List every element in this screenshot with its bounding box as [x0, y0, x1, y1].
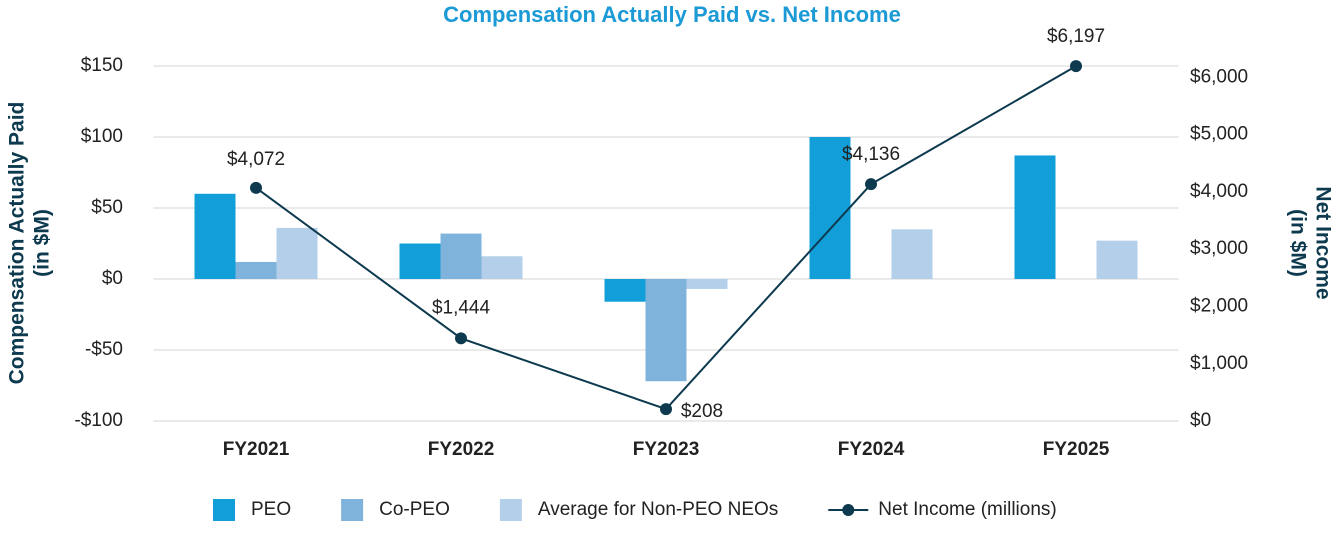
y-tick-label: $100	[81, 126, 123, 147]
bar	[686, 279, 728, 289]
legend-item: Average for Non-PEO NEOs	[499, 499, 778, 521]
y-tick-label: -$100	[74, 410, 123, 431]
bar	[604, 279, 646, 302]
legend-swatch	[499, 499, 522, 521]
legend-label: Average for Non-PEO NEOs	[538, 499, 778, 520]
y2-tick-label: $5,000	[1190, 124, 1248, 145]
x-tick-label: FY2022	[428, 439, 495, 460]
y2-axis-title: Net Income(in $M)	[1287, 186, 1335, 299]
bar	[440, 233, 482, 279]
bar	[399, 243, 441, 279]
x-tick-label: FY2021	[223, 439, 290, 460]
data-label: $208	[681, 401, 723, 422]
y2-tick-label: $1,000	[1190, 353, 1248, 374]
legend-item: Co-PEO	[341, 499, 450, 521]
bar	[1014, 155, 1056, 279]
data-label: $1,444	[432, 297, 491, 318]
legend-swatch	[213, 499, 235, 521]
line-point	[1070, 60, 1082, 73]
x-tick-label: FY2025	[1043, 439, 1110, 460]
y2-tick-label: $4,000	[1190, 181, 1248, 202]
x-tick-label: FY2023	[633, 439, 700, 460]
data-label: $4,136	[842, 144, 900, 165]
line-point	[660, 403, 672, 416]
data-label: $4,072	[227, 149, 285, 170]
legend-label: Net Income (millions)	[878, 499, 1056, 520]
chart-title: Compensation Actually Paid vs. Net Incom…	[443, 2, 901, 27]
line-point	[250, 181, 262, 194]
bar	[276, 227, 318, 279]
y2-tick-label: $0	[1190, 410, 1211, 431]
legend-swatch	[341, 499, 364, 521]
bar	[235, 261, 277, 279]
legend-item: PEO	[213, 499, 291, 521]
bar	[481, 256, 523, 279]
legend-item: Net Income (millions)	[828, 499, 1057, 520]
y-tick-label: -$50	[85, 339, 123, 360]
y2-tick-label: $3,000	[1190, 238, 1248, 259]
line-point	[865, 178, 877, 191]
y-tick-label: $150	[81, 55, 123, 76]
x-tick-label: FY2024	[838, 439, 905, 460]
data-label: $6,197	[1047, 26, 1105, 47]
bar	[1096, 240, 1138, 279]
y2-tick-label: $6,000	[1190, 66, 1248, 87]
y-axis-title: Compensation Actually Paid (in $M)	[5, 102, 53, 385]
bar	[645, 279, 687, 382]
line-point	[455, 332, 467, 345]
bar	[809, 137, 851, 279]
bar	[194, 193, 236, 279]
legend-label: PEO	[251, 499, 291, 520]
bar	[891, 229, 933, 279]
y-tick-label: $0	[102, 268, 123, 289]
legend-label: Co-PEO	[379, 499, 450, 520]
legend-marker	[842, 504, 855, 516]
y-tick-label: $50	[91, 197, 123, 218]
y2-tick-label: $2,000	[1190, 295, 1248, 316]
